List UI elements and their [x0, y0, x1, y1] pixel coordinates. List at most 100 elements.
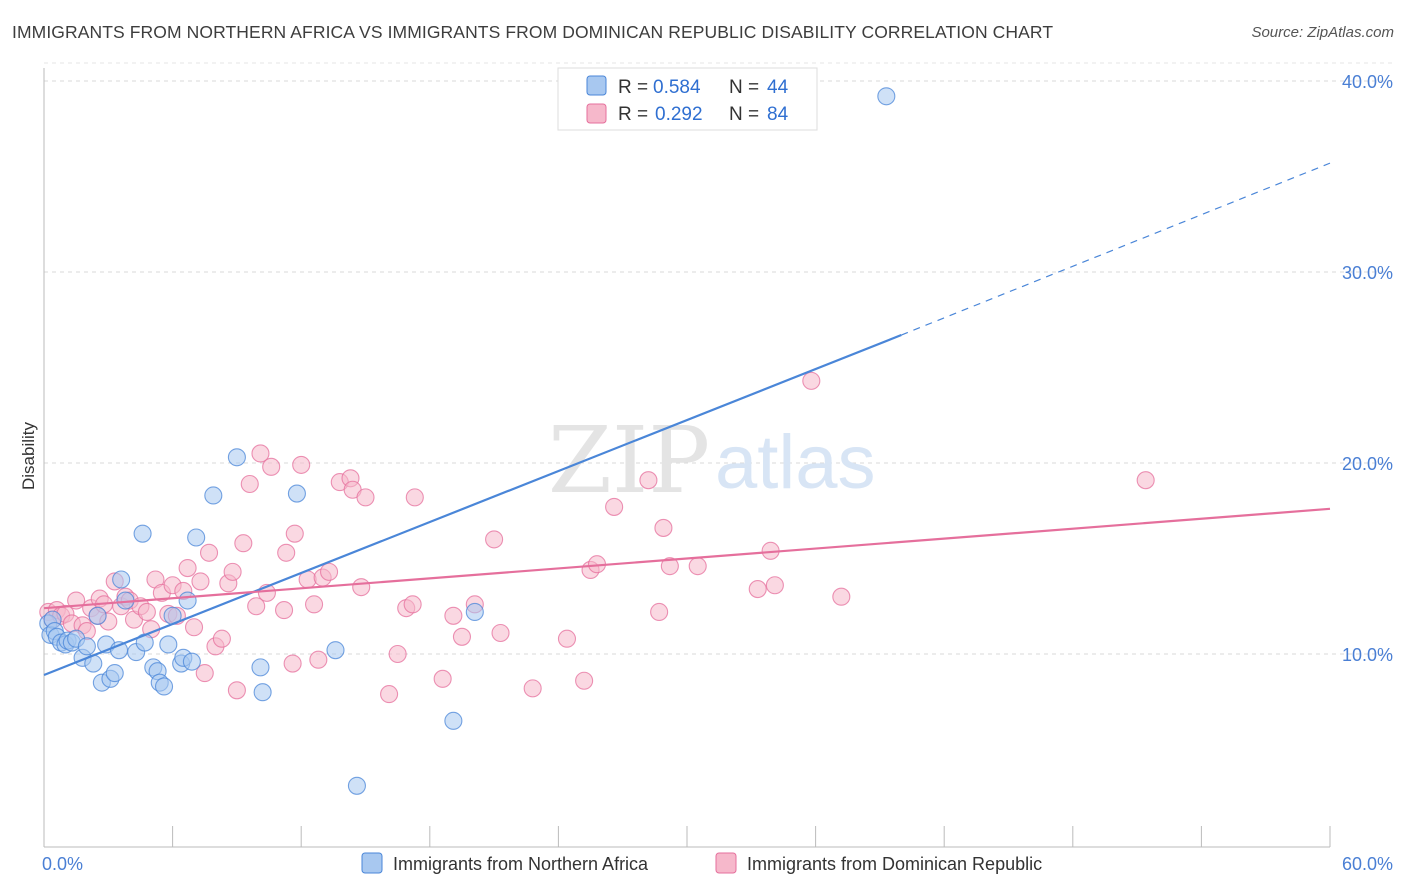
data-point — [433, 669, 452, 688]
data-point — [320, 562, 339, 581]
data-point — [133, 524, 152, 543]
data-point — [802, 371, 821, 390]
y-tick-label: 20.0% — [1342, 454, 1393, 474]
data-point — [187, 528, 206, 547]
data-point — [251, 658, 270, 677]
watermark-zip: ZIP — [548, 407, 710, 514]
y-axis-label: Disability — [19, 421, 38, 490]
legend-n-label: N = — [729, 104, 759, 125]
x-tick-label: 0.0% — [42, 854, 83, 874]
data-point — [326, 641, 345, 660]
data-point — [688, 557, 707, 576]
bottom-legend-label-pink: Immigrants from Dominican Republic — [747, 854, 1042, 874]
data-point — [159, 635, 178, 654]
data-point — [452, 627, 472, 646]
data-point — [405, 488, 424, 507]
legend-r-label: R = — [618, 77, 648, 98]
grid-lines — [44, 62, 1395, 655]
legend-n-value: 84 — [767, 104, 789, 125]
data-point — [485, 530, 504, 549]
bottom-legend-swatch-blue — [361, 852, 383, 874]
legend-box: R = 0.584 N = 44 R = 0.292 N = 84 — [557, 67, 818, 131]
data-point — [227, 448, 246, 467]
data-point — [223, 562, 242, 581]
data-point — [77, 637, 96, 656]
data-point — [234, 534, 253, 553]
data-point — [557, 629, 577, 648]
legend-n-label: N = — [729, 77, 759, 98]
chart-title: IMMIGRANTS FROM NORTHERN AFRICA VS IMMIG… — [12, 22, 1054, 42]
watermark-atlas: atlas — [715, 420, 876, 505]
trend-line — [43, 334, 902, 677]
data-point — [285, 524, 304, 543]
bottom-legend-label-blue: Immigrants from Northern Africa — [393, 854, 649, 874]
bottom-legend-swatch-pink — [715, 852, 737, 874]
data-point — [444, 606, 463, 625]
data-point — [137, 602, 156, 622]
data-point — [154, 677, 174, 696]
data-point — [650, 602, 669, 622]
data-point — [491, 623, 510, 643]
data-point — [877, 87, 896, 106]
data-points — [39, 87, 1155, 795]
data-point — [178, 558, 197, 578]
data-point — [178, 591, 197, 610]
data-point — [251, 444, 270, 463]
legend-r-value: 0.292 — [655, 104, 703, 125]
y-tick-labels: 10.0% 20.0% 30.0% 40.0% — [1342, 72, 1393, 665]
legend-n-value: 44 — [767, 77, 789, 98]
data-point — [247, 597, 266, 616]
data-point — [292, 455, 311, 474]
data-point — [195, 664, 214, 683]
data-point — [356, 488, 375, 507]
data-point — [832, 587, 851, 606]
data-point — [660, 557, 679, 576]
data-point — [191, 572, 210, 591]
y-tick-label: 30.0% — [1342, 263, 1393, 283]
data-point — [227, 681, 246, 700]
data-point — [112, 570, 131, 589]
data-point — [444, 711, 463, 730]
data-point — [240, 474, 259, 494]
data-point — [262, 457, 281, 476]
data-point — [575, 671, 594, 690]
data-point — [212, 629, 231, 648]
data-point — [105, 664, 124, 683]
trend-line-projection — [901, 162, 1331, 336]
data-point — [403, 595, 422, 614]
data-point — [1136, 471, 1155, 490]
bottom-legend: Immigrants from Northern Africa Immigran… — [361, 852, 1042, 874]
data-point — [639, 471, 658, 490]
data-point — [388, 644, 407, 664]
legend-r-label: R = — [618, 104, 648, 125]
data-point — [605, 497, 624, 516]
legend-swatch-blue — [586, 75, 607, 96]
data-point — [748, 580, 767, 599]
data-point — [184, 618, 204, 637]
data-point — [182, 652, 201, 671]
watermark: ZIP atlas — [548, 407, 876, 514]
legend-swatch-pink — [586, 103, 607, 124]
data-point — [523, 679, 542, 698]
data-point — [283, 654, 302, 673]
data-point — [309, 650, 328, 669]
axes — [43, 68, 1331, 848]
x-tick-labels: 0.0% 60.0% — [42, 854, 1393, 874]
x-tick-label: 60.0% — [1342, 854, 1393, 874]
y-tick-label: 40.0% — [1342, 72, 1393, 92]
trend-line — [43, 507, 1331, 610]
data-point — [347, 776, 366, 795]
data-point — [380, 685, 399, 704]
source-label: Source: ZipAtlas.com — [1251, 24, 1394, 41]
data-point — [199, 543, 219, 562]
data-point — [305, 595, 324, 614]
data-point — [287, 484, 306, 503]
data-point — [204, 486, 223, 505]
data-point — [277, 543, 296, 562]
data-point — [88, 606, 107, 625]
y-tick-label: 10.0% — [1342, 645, 1393, 665]
data-point — [654, 518, 673, 537]
data-point — [352, 578, 371, 597]
data-point — [253, 683, 272, 702]
